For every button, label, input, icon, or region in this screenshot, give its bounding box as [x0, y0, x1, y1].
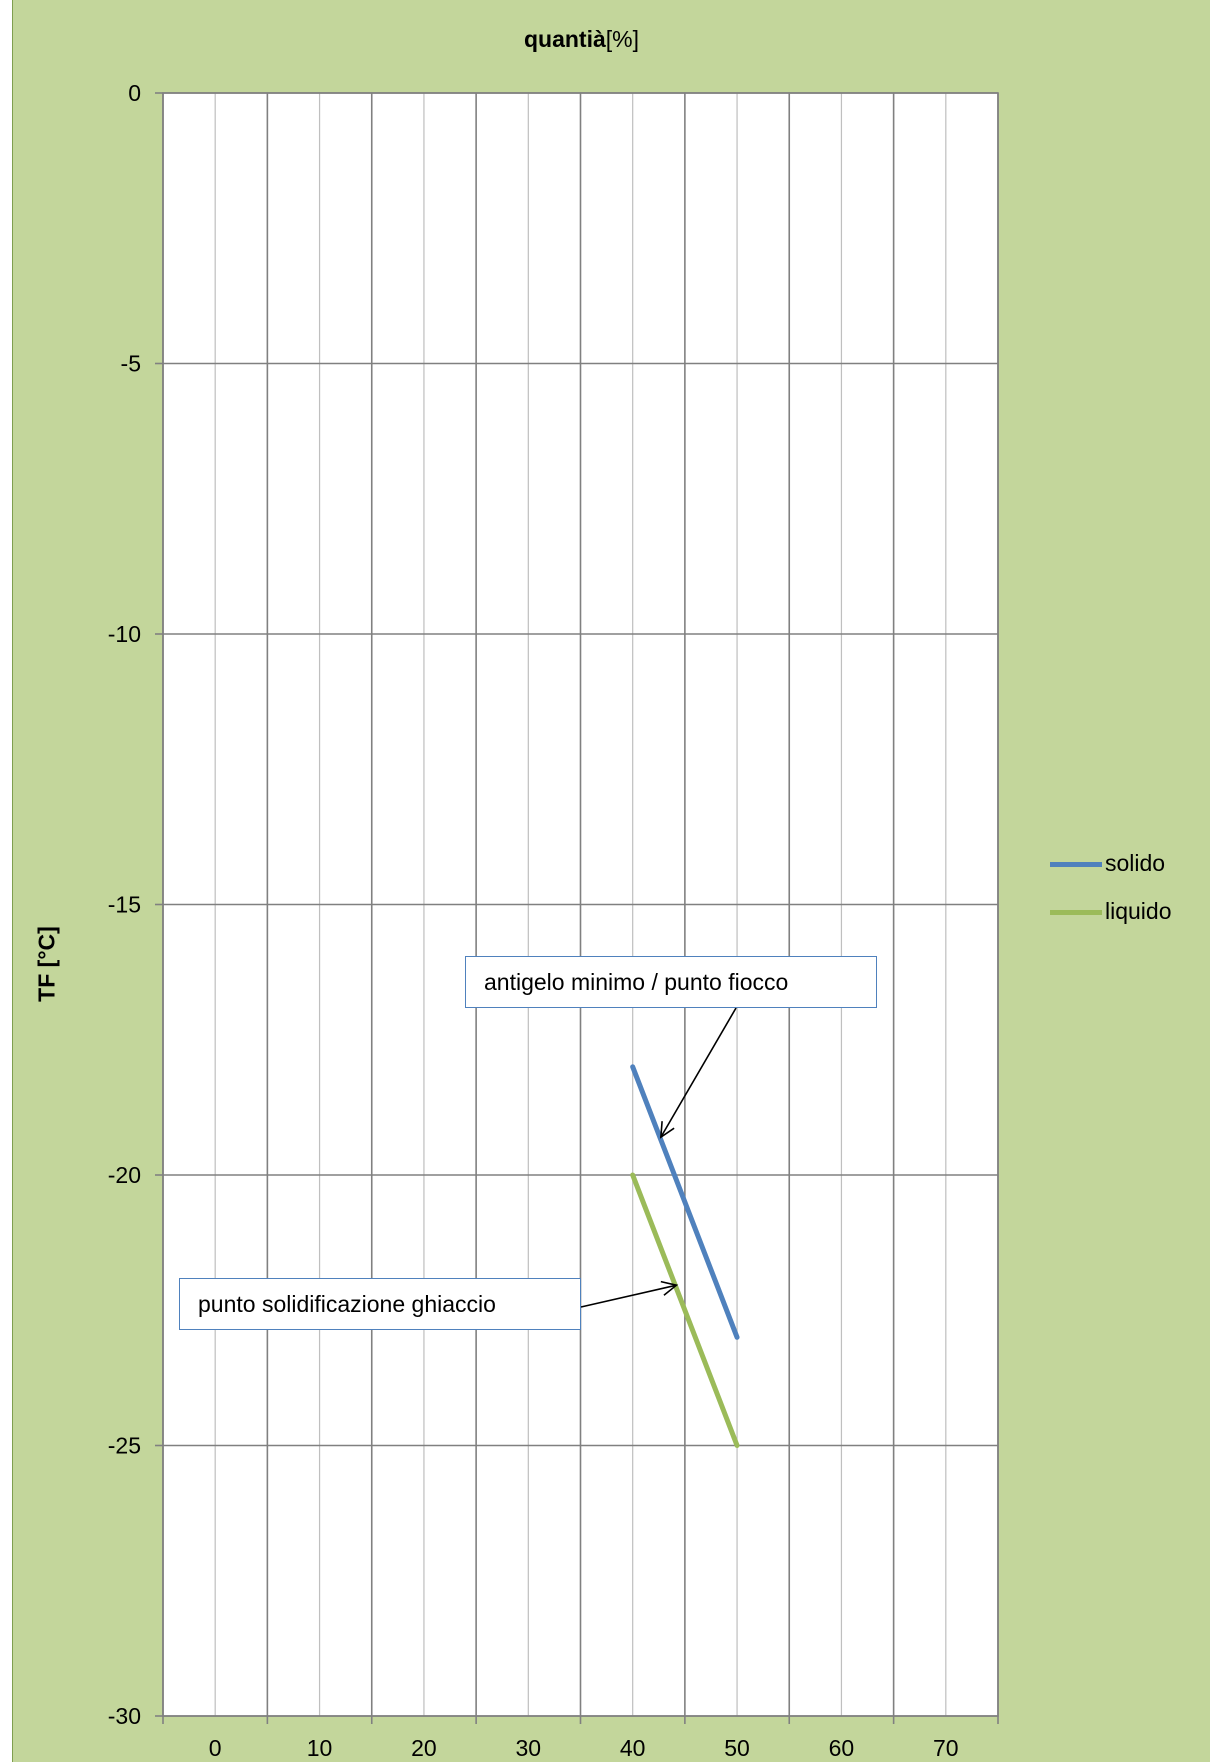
x-tick-label: 10: [307, 1735, 333, 1761]
series-line-solido: [630, 1064, 740, 1340]
callout-arrow-solidificazione: [580, 1284, 677, 1308]
x-tick-label: 50: [724, 1735, 750, 1761]
chart-title-unit: [%]: [605, 26, 639, 52]
x-tick-label: 0: [209, 1735, 222, 1761]
chart-title-bold: quantià: [523, 26, 606, 52]
y-tick-label: -5: [121, 351, 141, 377]
axis-ticks: 0 -5 -10 -15 -20 -25 -30 0 10 20 30 40 50 60 70: [108, 80, 999, 1761]
y-tick-label: -25: [108, 1433, 141, 1459]
y-tick-label: -15: [108, 892, 141, 918]
x-tick-label: 60: [829, 1735, 855, 1761]
callout-arrow-antigelo-head: [659, 1121, 675, 1139]
callout-solidificazione: punto solidificazione ghiaccio: [179, 1278, 581, 1330]
series-layer: [630, 1064, 740, 1448]
x-tick-label: 40: [620, 1735, 646, 1761]
y-tick-label: -10: [108, 621, 141, 647]
y-tick-label: -20: [108, 1162, 141, 1188]
legend-label-liquido: liquido: [1105, 898, 1172, 924]
chart-title: quantià[%]: [0, 26, 1163, 53]
legend-swatch-liquido: [1050, 910, 1102, 915]
legend-label-solido: solido: [1105, 850, 1166, 876]
callout-arrow-antigelo: [660, 1007, 737, 1138]
y-tick-label: 0: [128, 80, 141, 106]
x-tick-label: 20: [411, 1735, 437, 1761]
legend-swatch-solido: [1050, 862, 1102, 867]
callout-arrow-solidificazione-head: [660, 1280, 679, 1296]
callout-antigelo: antigelo minimo / punto fiocco: [465, 956, 877, 1008]
x-tick-label: 70: [933, 1735, 959, 1761]
x-tick-label: 30: [516, 1735, 542, 1761]
series-line-liquido: [630, 1172, 740, 1448]
y-tick-label: -30: [108, 1703, 141, 1729]
callout-arrows: [580, 1007, 737, 1308]
